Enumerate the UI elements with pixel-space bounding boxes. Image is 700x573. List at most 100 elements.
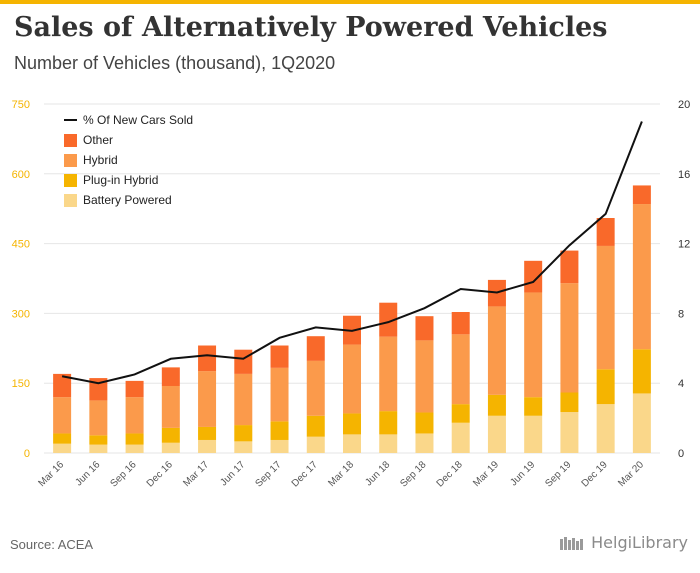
bar-battery: [379, 434, 397, 453]
bar-plugin: [271, 421, 289, 440]
x-tick-label: Sep 19: [543, 459, 573, 489]
bar-other: [126, 381, 144, 397]
brand-logo: HelgiLibrary: [559, 533, 688, 552]
x-tick-label: Mar 19: [471, 459, 501, 489]
x-tick-label: Dec 16: [145, 459, 175, 489]
bar-battery: [307, 437, 325, 453]
bar-hybrid: [162, 386, 180, 428]
bar-hybrid: [53, 397, 71, 433]
bar-other: [198, 346, 216, 372]
bar-plugin: [633, 349, 651, 393]
y-tick-label: 600: [12, 169, 30, 181]
bar-other: [415, 316, 433, 340]
bar-hybrid: [488, 306, 506, 394]
bar-other: [633, 185, 651, 204]
bar-other: [162, 367, 180, 386]
y2-tick-label: 16: [678, 169, 690, 181]
y-tick-label: 300: [12, 308, 30, 320]
legend-swatch: [64, 194, 77, 207]
bar-plugin: [452, 404, 470, 423]
bar-hybrid: [343, 345, 361, 414]
bar-battery: [597, 404, 615, 453]
x-tick-label: Mar 17: [181, 459, 211, 489]
bar-other: [597, 218, 615, 246]
source-note: Source: ACEA: [10, 537, 93, 552]
x-tick-label: Sep 16: [109, 459, 139, 489]
bar-hybrid: [89, 400, 107, 435]
x-tick-label: Mar 16: [36, 459, 66, 489]
bar-plugin: [89, 435, 107, 444]
bar-plugin: [307, 416, 325, 437]
library-icon: [559, 535, 585, 551]
bar-battery: [234, 441, 252, 453]
x-tick-label: Dec 19: [580, 459, 610, 489]
bar-battery: [452, 423, 470, 453]
x-tick-label: Sep 17: [253, 459, 283, 489]
x-tick-label: Jun 16: [73, 459, 102, 488]
bar-plugin: [198, 427, 216, 440]
legend-swatch: [64, 154, 77, 167]
bar-plugin: [597, 369, 615, 404]
bar-battery: [198, 440, 216, 453]
bar-plugin: [162, 428, 180, 443]
bar-plugin: [126, 433, 144, 444]
bar-battery: [271, 440, 289, 453]
bar-hybrid: [415, 340, 433, 412]
bar-plugin: [560, 393, 578, 413]
bar-battery: [126, 445, 144, 453]
y2-tick-label: 0: [678, 448, 684, 460]
bar-hybrid: [633, 204, 651, 349]
legend-label: Battery Powered: [83, 193, 172, 207]
bar-plugin: [379, 411, 397, 434]
x-tick-label: Mar 18: [326, 459, 356, 489]
x-tick-label: Dec 18: [435, 459, 465, 489]
bar-plugin: [488, 395, 506, 416]
y-tick-label: 0: [24, 448, 30, 460]
bar-battery: [415, 433, 433, 453]
legend-label: Hybrid: [83, 153, 118, 167]
bar-hybrid: [597, 246, 615, 369]
bar-other: [234, 350, 252, 374]
bar-hybrid: [126, 397, 144, 433]
y2-tick-label: 8: [678, 308, 684, 320]
bar-battery: [633, 393, 651, 453]
bar-other: [307, 336, 325, 361]
legend-label: Plug-in Hybrid: [83, 173, 158, 187]
x-tick-label: Mar 20: [616, 459, 646, 489]
legend-label: % Of New Cars Sold: [83, 113, 193, 127]
bar-hybrid: [524, 292, 542, 397]
y2-tick-label: 4: [678, 378, 684, 390]
bar-hybrid: [198, 371, 216, 427]
bar-hybrid: [452, 334, 470, 404]
bar-plugin: [524, 397, 542, 416]
bar-hybrid: [271, 368, 289, 422]
bar-other: [560, 251, 578, 284]
legend-swatch: [64, 174, 77, 187]
bar-hybrid: [379, 337, 397, 411]
y-tick-label: 450: [12, 239, 30, 251]
bar-plugin: [343, 413, 361, 434]
x-tick-label: Dec 17: [290, 459, 320, 489]
bar-battery: [560, 412, 578, 453]
brand-name: HelgiLibrary: [591, 533, 688, 552]
y2-tick-label: 20: [678, 99, 690, 111]
legend-swatch: [64, 134, 77, 147]
bar-hybrid: [234, 374, 252, 425]
bar-battery: [488, 416, 506, 453]
x-tick-label: Jun 19: [508, 459, 537, 488]
y-tick-label: 750: [12, 99, 30, 111]
bar-other: [452, 312, 470, 334]
legend-label: Other: [83, 133, 113, 147]
x-tick-label: Jun 17: [218, 459, 247, 488]
bar-battery: [524, 416, 542, 453]
bar-hybrid: [307, 361, 325, 416]
y-tick-label: 150: [12, 378, 30, 390]
bar-battery: [162, 443, 180, 453]
bar-plugin: [234, 425, 252, 441]
bar-plugin: [53, 433, 71, 443]
bar-plugin: [415, 413, 433, 434]
y2-tick-label: 12: [678, 239, 690, 251]
x-tick-label: Jun 18: [363, 459, 392, 488]
